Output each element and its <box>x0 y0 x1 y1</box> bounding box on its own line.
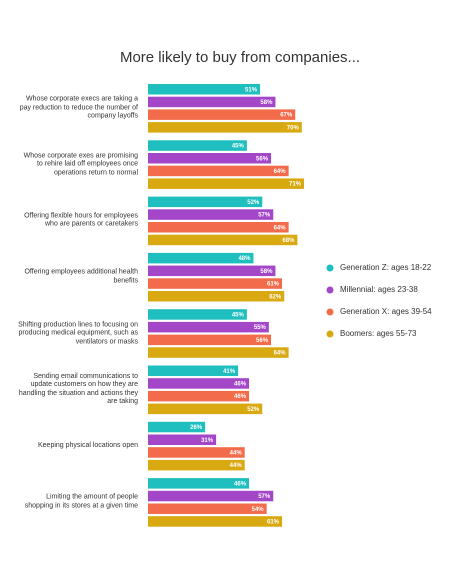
bar <box>148 234 298 246</box>
bar <box>148 378 250 389</box>
value-label: 58% <box>260 100 273 106</box>
value-label: 52% <box>247 200 260 206</box>
category-label: Offering employees additional health ben… <box>24 268 138 285</box>
value-label: 46% <box>234 481 247 487</box>
bar <box>148 403 263 415</box>
legend-swatch <box>326 286 334 294</box>
value-label: 70% <box>287 125 300 131</box>
bar <box>148 390 250 402</box>
bar <box>148 347 289 358</box>
value-label: 56% <box>256 156 269 162</box>
bar <box>148 365 239 376</box>
bar <box>148 178 304 189</box>
value-label: 57% <box>258 494 271 500</box>
legend-swatch <box>326 330 334 338</box>
value-label: 48% <box>238 256 251 262</box>
bar <box>148 96 276 108</box>
value-label: 57% <box>258 213 271 219</box>
value-label: 54% <box>252 507 265 513</box>
category-label: Whose corporate execs are taking a pay r… <box>19 95 138 120</box>
value-label: 26% <box>190 425 203 431</box>
legend-label: Boomers: ages 55-73 <box>340 329 417 338</box>
value-label: 71% <box>289 182 302 188</box>
value-label: 51% <box>245 87 258 93</box>
chart-title: More likely to buy from companies... <box>120 49 360 66</box>
value-label: 44% <box>230 451 243 457</box>
category-label: Shifting production lines to focusing on… <box>18 320 138 345</box>
bar <box>148 122 302 133</box>
category-label: Offering flexible hours for employees wh… <box>24 212 138 228</box>
value-label: 62% <box>269 294 282 300</box>
legend-swatch <box>326 264 334 272</box>
bar <box>148 222 289 233</box>
value-label: 67% <box>280 113 293 119</box>
bar <box>148 252 254 264</box>
category-label: Whose corporate exes are promising to re… <box>23 151 138 176</box>
value-label: 44% <box>230 463 243 469</box>
bar <box>148 321 269 333</box>
bar <box>148 278 283 289</box>
bar <box>148 490 274 502</box>
category-label: Sending email communications to update c… <box>18 372 138 406</box>
bar <box>148 478 250 489</box>
value-label: 58% <box>260 269 273 275</box>
bar <box>148 109 296 120</box>
bar <box>148 447 245 458</box>
bar <box>148 140 247 151</box>
bar <box>148 196 263 208</box>
value-label: 45% <box>232 313 245 319</box>
bar <box>148 334 272 346</box>
legend-label: Millennial: ages 23-38 <box>340 285 418 294</box>
value-label: 61% <box>267 282 280 288</box>
bar <box>148 434 217 445</box>
value-label: 64% <box>274 351 287 357</box>
bar <box>148 165 289 177</box>
bar <box>148 516 283 527</box>
legend-label: Generation Z: ages 18-22 <box>340 263 432 272</box>
bar <box>148 291 285 302</box>
bar <box>148 459 245 471</box>
category-label: Keeping physical locations open <box>37 441 138 449</box>
bar <box>148 503 267 514</box>
bar <box>148 209 274 220</box>
bar <box>148 309 247 320</box>
value-label: 45% <box>232 144 245 150</box>
legend-label: Generation X: ages 39-54 <box>340 307 432 316</box>
value-label: 64% <box>274 225 287 231</box>
value-label: 46% <box>234 394 247 400</box>
value-label: 64% <box>274 169 287 175</box>
category-label: Limiting the amount of people shopping i… <box>24 493 138 510</box>
bar <box>148 153 272 164</box>
value-label: 61% <box>267 520 280 526</box>
bar <box>148 421 206 433</box>
value-label: 56% <box>256 338 269 344</box>
value-label: 31% <box>201 438 214 444</box>
legend-swatch <box>326 308 334 316</box>
bar <box>148 84 261 95</box>
value-label: 46% <box>234 382 247 388</box>
bar <box>148 265 276 277</box>
value-label: 55% <box>254 325 267 331</box>
value-label: 68% <box>282 238 295 244</box>
value-label: 52% <box>247 407 260 413</box>
value-label: 41% <box>223 369 236 375</box>
